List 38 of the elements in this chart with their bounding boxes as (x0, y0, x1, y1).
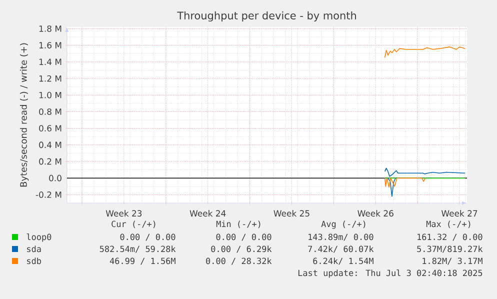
text: 5.37M/819.27k (417, 246, 483, 253)
text: 0.00 / 0.00 (216, 234, 272, 241)
text: 0.00 / 28.32k (206, 258, 272, 265)
text: 161.32 / 0.00 (418, 234, 482, 241)
chart-title: Throughput per device - by month (177, 11, 356, 22)
y-tick-label: 0.0 (49, 174, 62, 182)
y-tick-label: 1.0 M (39, 92, 62, 98)
x-tick-label: Week 23 (106, 210, 142, 217)
text: 7.42k/ 60.07k (308, 246, 374, 253)
text: 582.54m/ 59.28k (100, 246, 176, 253)
legend-label: sda (27, 246, 41, 252)
legend-label: loop0 (26, 234, 52, 242)
text: 46.99 / 1.56M (110, 258, 176, 265)
y-tick-label: 0.8 M (39, 108, 62, 115)
x-tick-label: Week 26 (358, 210, 394, 217)
y-tick-label: 1.2 M (39, 75, 62, 82)
text: 0.00 / 6.29k (211, 246, 272, 253)
y-tick-label: 0.4 M (39, 142, 62, 148)
text: Max (-/+) (426, 220, 470, 228)
legend-label: sdb (27, 258, 41, 264)
x-tick-label: Week 27 (441, 210, 478, 217)
x-tick-label: Week 25 (274, 210, 310, 217)
text: Avg (-/+) (321, 220, 366, 229)
y-tick-label: 0.6 M (39, 125, 62, 132)
text: 0.00 / 0.00 (120, 234, 176, 241)
text: Min (-/+) (216, 220, 260, 228)
x-tick-label: Week 24 (190, 210, 226, 217)
text: Last update: Thu Jul 3 02:40:18 2025 (298, 270, 482, 278)
text: Cur (-/+) (112, 220, 156, 228)
y-tick-label: 1.6 M (39, 42, 62, 48)
y-tick-label: 1.8 M (39, 25, 62, 32)
y-tick-label: 0.2 M (39, 158, 62, 165)
text: 6.24k/ 1.54M (313, 258, 374, 265)
y-tick-label: 1.4 M (39, 58, 62, 65)
y-axis-title: Bytes/second read (-) / write (+) (20, 43, 29, 187)
text: 1.82M/ 3.17M (422, 258, 482, 265)
text: 143.89m/ 0.00 (308, 234, 374, 241)
y-tick-label: -0.2 M (36, 192, 62, 198)
